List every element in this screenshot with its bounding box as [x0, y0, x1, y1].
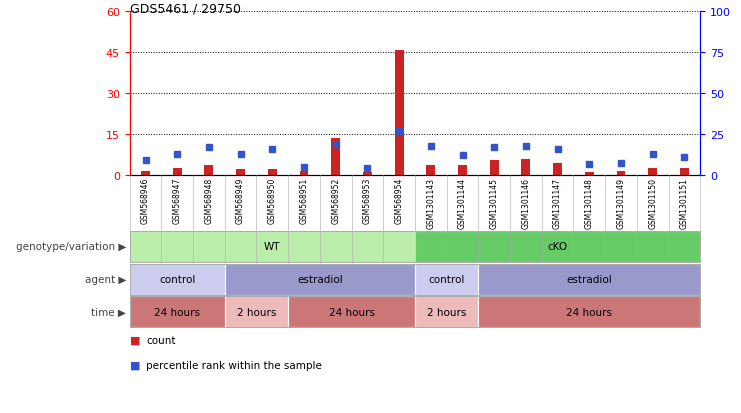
Text: GSM1301150: GSM1301150 — [648, 178, 657, 228]
Bar — [205, 166, 213, 176]
Text: GSM1301143: GSM1301143 — [426, 178, 435, 228]
Text: GSM568949: GSM568949 — [236, 178, 245, 224]
Text: cKO: cKO — [548, 242, 568, 252]
Text: GSM1301145: GSM1301145 — [490, 178, 499, 228]
Bar — [617, 171, 625, 176]
Text: ■: ■ — [130, 360, 140, 370]
Text: estradiol: estradiol — [297, 274, 343, 285]
Text: GSM568947: GSM568947 — [173, 178, 182, 224]
Bar — [141, 171, 150, 176]
Text: GSM1301147: GSM1301147 — [553, 178, 562, 228]
Text: GSM1301148: GSM1301148 — [585, 178, 594, 228]
Text: control: control — [428, 274, 465, 285]
Bar — [426, 166, 435, 176]
Bar — [299, 171, 308, 176]
Bar — [173, 169, 182, 176]
Text: GDS5461 / 29750: GDS5461 / 29750 — [130, 2, 241, 15]
Bar — [554, 163, 562, 176]
Bar — [236, 170, 245, 176]
Bar — [648, 169, 657, 176]
Text: agent ▶: agent ▶ — [84, 274, 126, 285]
Text: GSM1301144: GSM1301144 — [458, 178, 467, 228]
Text: percentile rank within the sample: percentile rank within the sample — [146, 360, 322, 370]
Bar — [331, 139, 340, 176]
Text: GSM568952: GSM568952 — [331, 178, 340, 224]
Bar — [680, 169, 689, 176]
Text: GSM568954: GSM568954 — [395, 178, 404, 224]
Bar — [490, 161, 499, 176]
Bar — [395, 50, 404, 176]
Text: time ▶: time ▶ — [91, 307, 126, 317]
Text: 2 hours: 2 hours — [237, 307, 276, 317]
Text: 24 hours: 24 hours — [328, 307, 374, 317]
Text: genotype/variation ▶: genotype/variation ▶ — [16, 242, 126, 252]
Bar — [268, 170, 276, 176]
Bar — [458, 166, 467, 176]
Text: 24 hours: 24 hours — [566, 307, 612, 317]
Text: WT: WT — [264, 242, 281, 252]
Text: estradiol: estradiol — [566, 274, 612, 285]
Text: GSM568951: GSM568951 — [299, 178, 308, 224]
Text: GSM568948: GSM568948 — [205, 178, 213, 224]
Text: GSM568953: GSM568953 — [363, 178, 372, 224]
Text: 2 hours: 2 hours — [427, 307, 466, 317]
Bar — [585, 173, 594, 176]
Text: GSM568946: GSM568946 — [141, 178, 150, 224]
Text: count: count — [146, 335, 176, 345]
Text: GSM568950: GSM568950 — [268, 178, 277, 224]
Bar — [522, 159, 531, 176]
Text: GSM1301146: GSM1301146 — [522, 178, 531, 228]
Text: control: control — [159, 274, 196, 285]
Text: GSM1301149: GSM1301149 — [617, 178, 625, 228]
Text: ■: ■ — [130, 335, 140, 345]
Text: 24 hours: 24 hours — [154, 307, 200, 317]
Bar — [363, 173, 372, 176]
Text: GSM1301151: GSM1301151 — [680, 178, 689, 228]
